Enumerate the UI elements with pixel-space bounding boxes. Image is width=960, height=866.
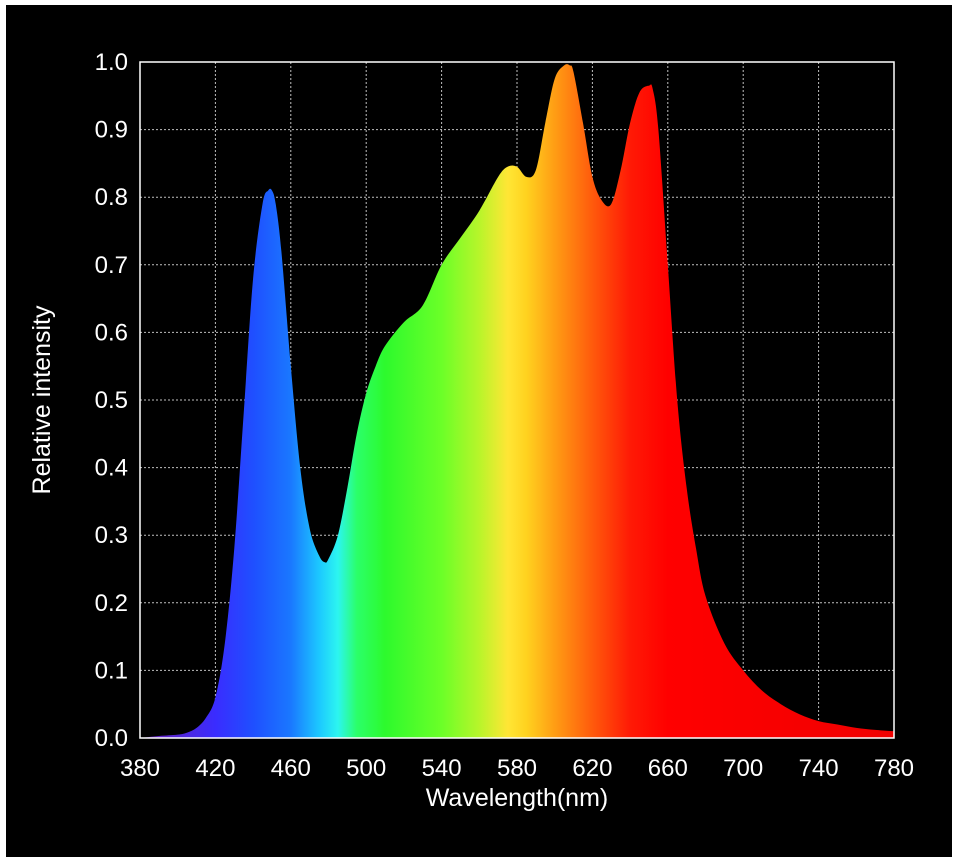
y-axis-label: Relative intensity bbox=[28, 305, 56, 494]
y-tick-label: 0.5 bbox=[95, 387, 128, 414]
y-tick-label: 0.2 bbox=[95, 590, 128, 617]
x-tick-label: 580 bbox=[497, 755, 537, 782]
y-tick-label: 0.4 bbox=[95, 455, 128, 482]
y-tick-label: 0.8 bbox=[95, 184, 128, 211]
x-tick-label: 540 bbox=[422, 755, 462, 782]
x-tick-label: 620 bbox=[572, 755, 612, 782]
y-tick-label: 0.7 bbox=[95, 252, 128, 279]
x-tick-label: 500 bbox=[346, 755, 386, 782]
y-tick-label: 0.3 bbox=[95, 522, 128, 549]
x-tick-label: 380 bbox=[120, 755, 160, 782]
x-tick-label: 420 bbox=[195, 755, 235, 782]
y-tick-label: 0.0 bbox=[95, 725, 128, 752]
y-tick-label: 1.0 bbox=[95, 49, 128, 76]
spectrum-chart: 0.0 0.1 0.2 0.3 0.4 0.5 0.6 0.7 0.8 0.9 1.0 380 420… bbox=[28, 49, 914, 812]
plot-border bbox=[139, 61, 895, 739]
y-tick-label: 0.6 bbox=[95, 319, 128, 346]
x-tick-labels: 380 420 460 500 540 580 620 660 700 740 780 bbox=[120, 755, 914, 782]
y-tick-labels: 0.0 0.1 0.2 0.3 0.4 0.5 0.6 0.7 0.8 0.9 1.0 bbox=[95, 49, 128, 752]
x-tick-label: 460 bbox=[271, 755, 311, 782]
x-tick-label: 740 bbox=[799, 755, 839, 782]
x-tick-label: 700 bbox=[723, 755, 763, 782]
spectrum-area bbox=[140, 64, 894, 739]
x-tick-label: 780 bbox=[874, 755, 914, 782]
x-tick-label: 660 bbox=[648, 755, 688, 782]
x-axis-label: Wavelength(nm) bbox=[426, 784, 608, 812]
y-tick-label: 0.1 bbox=[95, 657, 128, 684]
chart-panel: 0.0 0.1 0.2 0.3 0.4 0.5 0.6 0.7 0.8 0.9 1.0 380 420… bbox=[6, 5, 952, 857]
y-tick-label: 0.9 bbox=[95, 117, 128, 144]
